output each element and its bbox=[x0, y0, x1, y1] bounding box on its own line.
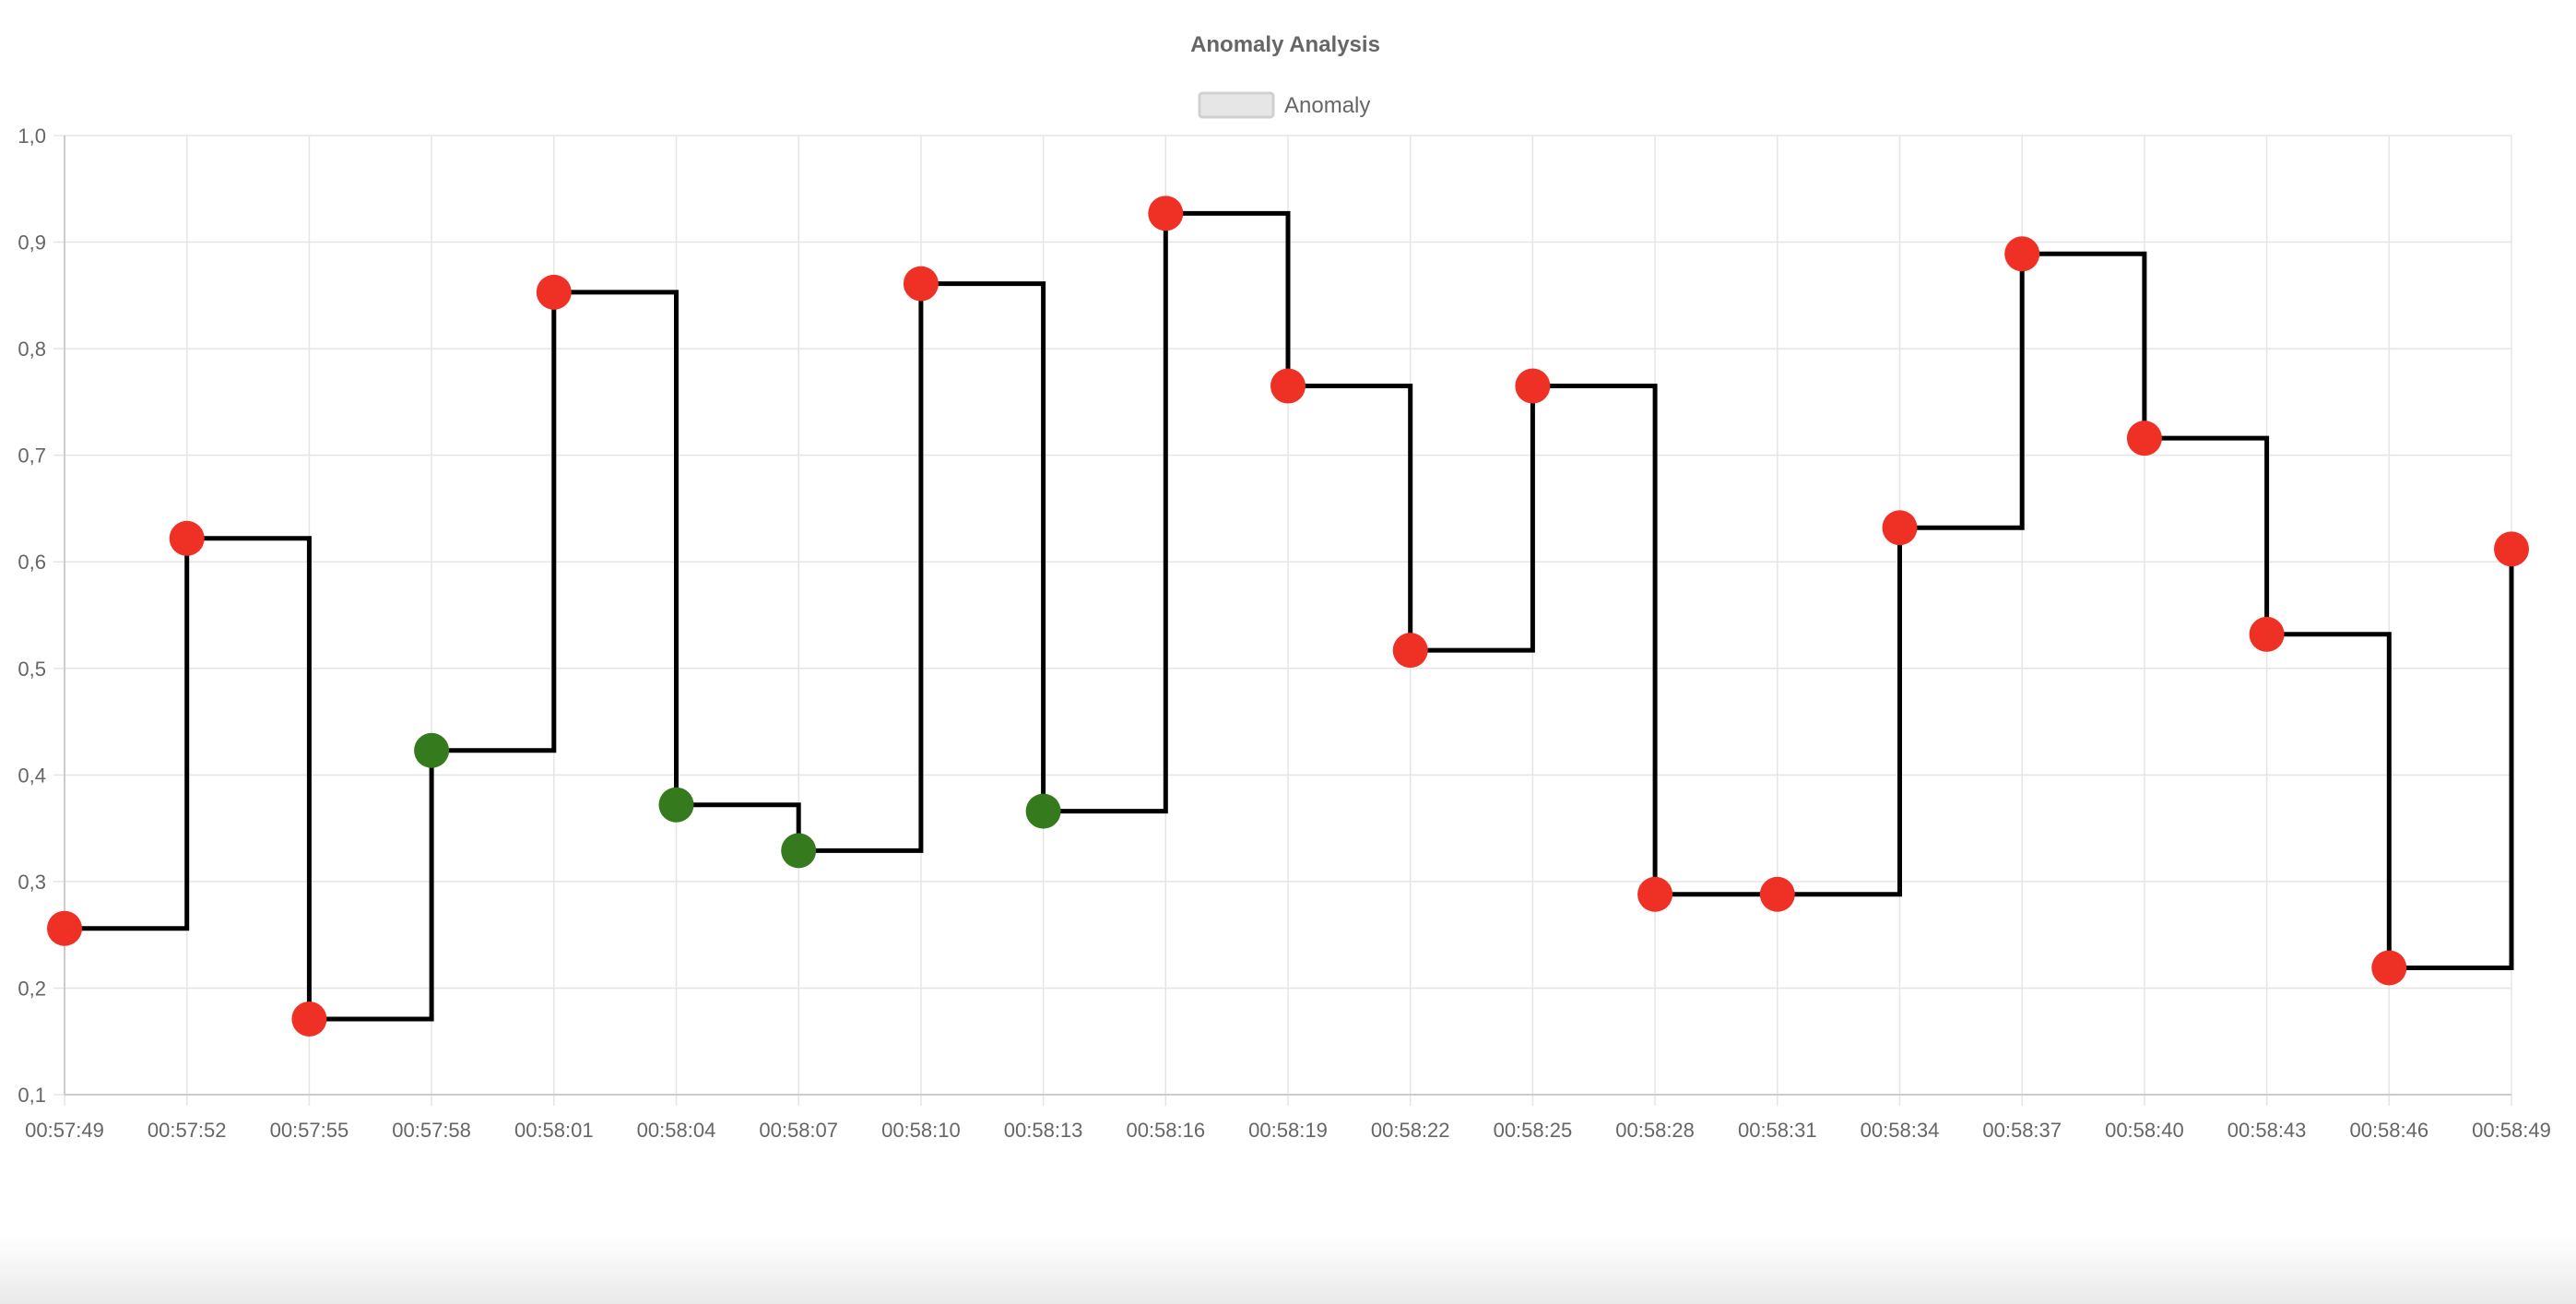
data-point-red[interactable] bbox=[1637, 876, 1673, 912]
series-points bbox=[47, 196, 2529, 1037]
x-tick-label: 00:58:16 bbox=[1126, 1119, 1205, 1142]
y-tick-label: 0,1 bbox=[18, 1084, 46, 1107]
x-tick-label: 00:58:04 bbox=[637, 1119, 716, 1142]
x-axis-tick-labels: 00:57:49 00:57:52 00:57:55 00:57:58 00:58:01… bbox=[25, 1119, 2551, 1142]
y-tick-label: 0,6 bbox=[18, 551, 46, 574]
x-tick-label: 00:58:01 bbox=[514, 1119, 594, 1142]
x-tick-label: 00:58:22 bbox=[1371, 1119, 1450, 1142]
data-point-red[interactable] bbox=[1392, 633, 1428, 669]
x-tick-label: 00:58:28 bbox=[1615, 1119, 1695, 1142]
x-tick-label: 00:58:34 bbox=[1861, 1119, 1940, 1142]
data-point-red[interactable] bbox=[2249, 616, 2285, 652]
data-point-red[interactable] bbox=[1148, 196, 1184, 231]
y-tick-label: 0,8 bbox=[18, 338, 46, 361]
data-point-green[interactable] bbox=[1025, 793, 1061, 829]
x-tick-label: 00:58:13 bbox=[1004, 1119, 1083, 1142]
legend-swatch[interactable] bbox=[1198, 91, 1275, 119]
y-tick-label: 0,2 bbox=[18, 977, 46, 1000]
data-point-red[interactable] bbox=[2126, 421, 2162, 456]
data-point-red[interactable] bbox=[169, 520, 205, 556]
data-point-red[interactable] bbox=[903, 266, 939, 302]
data-point-red[interactable] bbox=[1882, 510, 1918, 546]
series-line-path bbox=[65, 210, 2514, 1022]
x-tick-label: 00:58:46 bbox=[2349, 1119, 2428, 1142]
x-tick-label: 00:58:31 bbox=[1738, 1119, 1817, 1142]
data-point-red[interactable] bbox=[1270, 368, 1306, 404]
data-point-red[interactable] bbox=[47, 910, 82, 946]
y-tick-label: 0,9 bbox=[18, 231, 46, 255]
x-tick-label: 00:58:10 bbox=[881, 1119, 961, 1142]
data-point-red[interactable] bbox=[536, 274, 572, 310]
bottom-shadow bbox=[0, 1236, 2576, 1304]
y-tick-label: 0,4 bbox=[18, 764, 46, 787]
x-tick-label: 00:57:52 bbox=[148, 1119, 227, 1142]
x-tick-label: 00:58:25 bbox=[1494, 1119, 1573, 1142]
x-tick-label: 00:57:55 bbox=[270, 1119, 349, 1142]
y-tick-label: 0,7 bbox=[18, 445, 46, 468]
x-tick-label: 00:57:49 bbox=[25, 1119, 104, 1142]
data-point-green[interactable] bbox=[658, 787, 694, 823]
y-tick-label: 1,0 bbox=[18, 124, 46, 148]
chart-title: Anomaly Analysis bbox=[1190, 32, 1380, 57]
data-point-green[interactable] bbox=[781, 833, 817, 869]
x-tick-label: 00:57:58 bbox=[392, 1119, 471, 1142]
data-point-red[interactable] bbox=[2004, 236, 2040, 272]
legend-label[interactable]: Anomaly bbox=[1284, 93, 1370, 118]
y-axis-tick-labels: 0,1 0,2 0,3 0,4 0,5 0,6 0,7 0,8 0,9 1,0 bbox=[18, 124, 46, 1107]
x-tick-label: 00:58:37 bbox=[1982, 1119, 2062, 1142]
x-tick-label: 00:58:19 bbox=[1248, 1119, 1328, 1142]
x-tick-label: 00:58:40 bbox=[2105, 1119, 2184, 1142]
x-tick-label: 00:58:43 bbox=[2227, 1119, 2307, 1142]
x-tick-label: 00:58:49 bbox=[2472, 1119, 2551, 1142]
data-point-red[interactable] bbox=[1759, 876, 1795, 912]
data-point-green[interactable] bbox=[414, 732, 450, 768]
series-line bbox=[65, 210, 2514, 1022]
legend[interactable]: Anomaly bbox=[1198, 91, 1370, 119]
x-tick-label: 00:58:07 bbox=[759, 1119, 838, 1142]
y-tick-label: 0,5 bbox=[18, 658, 46, 681]
data-point-red[interactable] bbox=[2371, 950, 2407, 986]
data-point-red[interactable] bbox=[291, 1001, 327, 1037]
data-point-red[interactable] bbox=[2494, 531, 2529, 567]
y-tick-label: 0,3 bbox=[18, 871, 46, 894]
data-point-red[interactable] bbox=[1515, 368, 1551, 404]
